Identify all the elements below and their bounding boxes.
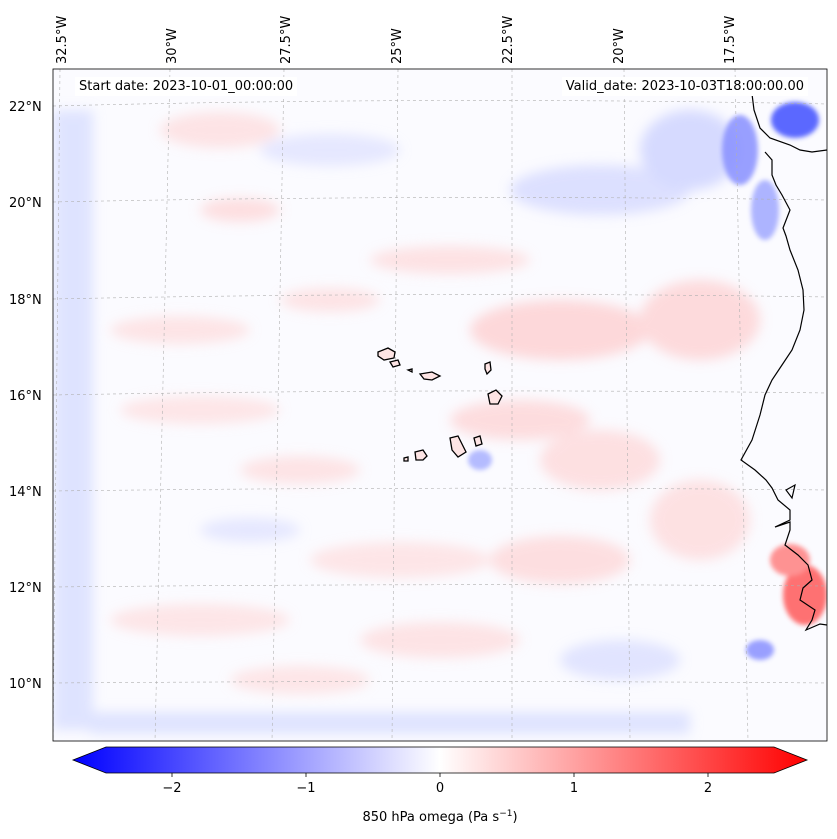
lon-label: 25°W — [390, 28, 405, 64]
lon-label: 32.5°W — [55, 16, 70, 64]
latitude-labels: 22°N 20°N 18°N 16°N 14°N 12°N 10°N — [9, 100, 42, 692]
colorbar-ticks — [171, 773, 709, 777]
colorbar-tick-label: 2 — [704, 781, 712, 796]
lon-label: 27.5°W — [279, 16, 294, 64]
island-sao-vicente — [388, 359, 401, 368]
colorbar-field: 850 hPa omega — [362, 810, 463, 825]
colorbar-tick-label: 1 — [570, 781, 578, 796]
lon-label: 20°W — [612, 28, 627, 64]
lat-label: 16°N — [9, 389, 42, 404]
lon-label: 17.5°W — [723, 16, 738, 64]
colorbar-label: 850 hPa omega (Pa s−1) — [362, 809, 517, 825]
island-santa-luzia — [406, 368, 413, 374]
island-sal — [484, 361, 492, 376]
valid-date-label: Valid_date: 2023-10-03T18:00:00.00 — [561, 77, 808, 96]
cape-verde-islands — [377, 347, 503, 462]
africa-coastline — [740, 93, 827, 632]
colorbar-body — [71, 746, 809, 774]
map-panel — [52, 68, 828, 742]
island-brava — [403, 456, 409, 462]
colorbar: −2 −1 0 1 2 850 hPa omega (Pa s−1) — [71, 746, 809, 825]
lat-label: 14°N — [9, 485, 42, 500]
longitude-labels: 32.5°W 30°W 27.5°W 25°W 22.5°W 20°W 17.5… — [55, 16, 738, 64]
island-santiago — [449, 435, 467, 458]
map-frame — [52, 68, 828, 742]
lat-label: 22°N — [9, 100, 42, 115]
lat-label: 12°N — [9, 581, 42, 596]
lon-label: 30°W — [165, 28, 180, 64]
colorbar-tick-label: −2 — [162, 781, 181, 796]
lat-label: 10°N — [9, 677, 42, 692]
island-sao-nicolau — [418, 371, 442, 381]
lat-label: 20°N — [9, 196, 42, 211]
coastline — [740, 93, 827, 632]
lon-label: 22.5°W — [501, 16, 516, 64]
colorbar-units-exponent: −1 — [499, 809, 512, 819]
lat-label: 18°N — [9, 293, 42, 308]
island-boa-vista — [487, 389, 503, 405]
island-maio — [473, 435, 483, 447]
island-fogo — [414, 449, 428, 461]
island-santo-antao — [377, 347, 396, 361]
omega-field — [53, 102, 827, 734]
colorbar-tick-label: −1 — [296, 781, 315, 796]
graticule — [53, 69, 827, 741]
colorbar-units: Pa s — [473, 810, 499, 825]
start-date-label: Start date: 2023-10-01_00:00:00 — [75, 77, 298, 96]
colorbar-tick-label: 0 — [436, 781, 444, 796]
